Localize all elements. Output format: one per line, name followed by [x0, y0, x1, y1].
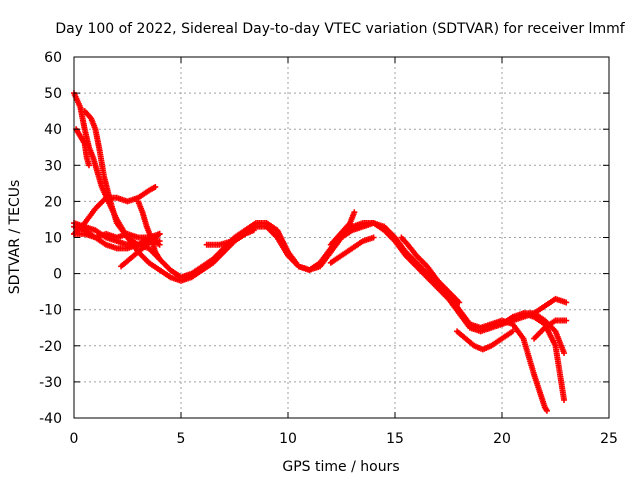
- y-tick-label: -20: [39, 339, 62, 355]
- data-point: [509, 328, 516, 335]
- x-tick-label: 5: [177, 431, 186, 447]
- y-tick-label: 30: [44, 158, 62, 174]
- y-tick-label: 40: [44, 122, 62, 138]
- y-tick-label: -40: [39, 411, 62, 427]
- data-point: [561, 350, 568, 357]
- y-tick-label: 50: [44, 86, 62, 102]
- series-track-11: [327, 209, 358, 248]
- data-series: [71, 90, 570, 414]
- data-point: [351, 209, 358, 216]
- x-tick-label: 15: [386, 431, 404, 447]
- data-point: [563, 317, 570, 324]
- x-tick-label: 25: [600, 431, 618, 447]
- y-tick-label: -10: [39, 303, 62, 319]
- series-track-10: [203, 227, 257, 248]
- data-point: [156, 230, 163, 237]
- series-track-1: [71, 90, 550, 414]
- series-track-5: [71, 183, 159, 237]
- y-tick-label: 60: [44, 50, 62, 66]
- data-point: [561, 396, 568, 403]
- series-track-9: [135, 198, 163, 263]
- x-axis-label: GPS time / hours: [282, 459, 399, 475]
- y-tick-label: -30: [39, 375, 62, 391]
- x-tick-label: 10: [279, 431, 297, 447]
- data-point: [152, 183, 159, 190]
- data-point: [85, 162, 92, 169]
- data-point: [370, 234, 377, 241]
- data-point: [250, 227, 257, 234]
- chart-title: Day 100 of 2022, Sidereal Day-to-day VTE…: [55, 21, 625, 37]
- y-tick-label: 20: [44, 194, 62, 210]
- y-tick-label: 0: [53, 267, 62, 283]
- data-point: [563, 299, 570, 306]
- series-track-13: [398, 234, 463, 306]
- data-point: [543, 407, 550, 414]
- y-tick-label: 10: [44, 231, 62, 247]
- series-track-2: [81, 108, 568, 403]
- series-track-17: [520, 310, 568, 357]
- series-track-12: [327, 234, 377, 266]
- data-point: [156, 256, 163, 263]
- grid-lines: [74, 57, 609, 418]
- series-track-14: [454, 328, 516, 353]
- x-tick-label: 20: [493, 431, 511, 447]
- x-tick-label: 0: [70, 431, 79, 447]
- series-track-8: [118, 230, 163, 270]
- y-axis-label: SDTVAR / TECUs: [7, 180, 23, 295]
- axis-ticks: 0 5 10 15 20 25 -40 -30 -20 -10 0 10 20 30 40 50 60: [39, 50, 618, 447]
- data-point: [456, 299, 463, 306]
- data-point: [156, 241, 163, 248]
